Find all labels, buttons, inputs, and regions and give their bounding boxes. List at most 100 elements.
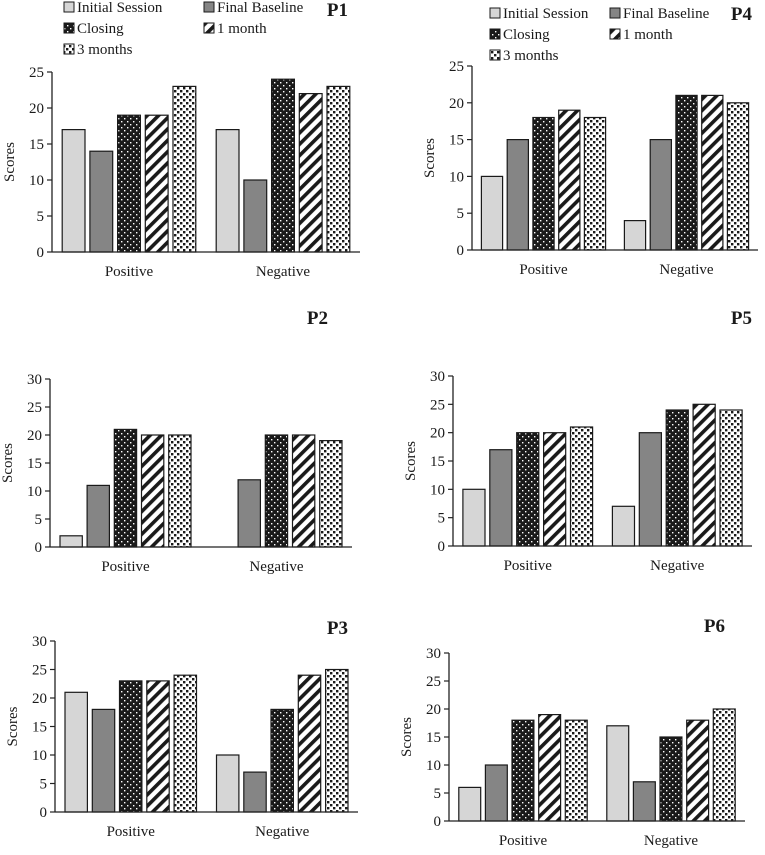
y-tick-label: 10 — [449, 169, 464, 185]
bar-p4-positive-final-baseline — [506, 139, 529, 251]
chart-title-p6: P6 — [704, 616, 725, 637]
legend-swatch-1-month — [609, 28, 621, 40]
bar-p4-positive-initial-session — [480, 175, 504, 251]
bar-p3-positive-3-months — [173, 674, 198, 813]
panel-p2: P2 Scores Positive Negative 0 5 10 15 20 25 30 — [0, 300, 380, 595]
y-tick-label: 0 — [35, 540, 43, 556]
y-tick-label: 10 — [430, 482, 445, 498]
chart-title-p5: P5 — [731, 308, 752, 329]
bar-p2-negative-closing — [264, 434, 289, 548]
y-tick-label: 10 — [426, 758, 441, 774]
bar-p1-negative-final-baseline — [243, 179, 268, 253]
y-tick-label: 10 — [32, 748, 47, 764]
y-tick-label: 20 — [32, 691, 47, 707]
x-tick-label-negative: Negative — [249, 559, 303, 575]
legend-label-closing: Closing — [77, 21, 124, 37]
y-tick-label: 30 — [430, 369, 445, 385]
x-tick-label-negative: Negative — [256, 264, 310, 280]
bar-p5-positive-1-month — [543, 432, 567, 547]
legend-swatch-closing — [489, 28, 501, 40]
chart-title-p1: P1 — [327, 0, 348, 21]
y-tick-label: 30 — [27, 372, 42, 388]
panel-p4: P4 Initial Session Final Baseline Closing 1 … — [380, 0, 765, 295]
bar-p1-positive-3-months — [172, 85, 197, 253]
bar-p4-positive-closing — [532, 116, 555, 251]
bar-p5-negative-3-months — [719, 409, 743, 547]
y-tick-label: 5 — [434, 786, 442, 802]
bar-p5-negative-1-month — [692, 403, 716, 547]
y-tick-label: 5 — [438, 511, 446, 527]
bar-p2-negative-final-baseline — [237, 479, 262, 548]
bar-p6-positive-3-months — [564, 719, 588, 822]
y-tick-label: 0 — [438, 539, 446, 555]
bar-p5-positive-closing — [516, 432, 540, 547]
x-tick-label-positive: Positive — [499, 833, 548, 849]
y-axis-label-p3: Scores — [5, 706, 21, 746]
bar-p2-negative-1-month — [291, 434, 316, 548]
bar-p1-positive-final-baseline — [89, 150, 114, 253]
x-tick-label-negative: Negative — [644, 833, 698, 849]
legend-p4: Initial Session Final Baseline Closing 1 mo… — [489, 6, 710, 64]
bar-p1-negative-1-month — [298, 92, 323, 253]
y-tick-label: 20 — [430, 426, 445, 442]
y-tick-label: 25 — [430, 397, 445, 413]
bar-p4-negative-initial-session — [623, 220, 647, 251]
chart-p6: P6 Scores Positive Negative 0 5 10 15 20 25 30 — [399, 616, 745, 849]
y-tick-label: 15 — [430, 454, 445, 470]
bar-p1-negative-closing — [271, 78, 296, 253]
bar-p2-positive-initial-session — [59, 535, 83, 548]
y-tick-label: 25 — [32, 663, 47, 679]
chart-p3: P3 Scores Positive Negative 0 5 10 15 20 25 30 — [5, 618, 358, 840]
bar-p4-negative-3-months — [726, 102, 750, 251]
chart-p2: P2 Scores Positive Negative 0 5 10 15 20 25 30 — [0, 308, 352, 575]
bar-p6-positive-initial-session — [458, 786, 482, 822]
legend-label-final-baseline: Final Baseline — [623, 6, 710, 22]
x-tick-label-positive: Positive — [519, 262, 568, 278]
bar-p4-positive-1-month — [558, 109, 581, 251]
legend-swatch-1-month — [203, 22, 215, 34]
legend-swatch-final-baseline — [609, 7, 621, 19]
y-tick-label: 0 — [434, 814, 442, 830]
x-tick-label-positive: Positive — [101, 559, 150, 575]
bar-p3-positive-closing — [118, 680, 143, 813]
y-tick-label: 10 — [29, 173, 44, 189]
y-tick-label: 15 — [449, 133, 464, 149]
bar-p3-positive-final-baseline — [91, 708, 116, 813]
x-tick-label-positive: Positive — [504, 558, 553, 574]
bar-p3-negative-final-baseline — [243, 771, 267, 813]
bar-p4-positive-3-months — [583, 116, 607, 251]
panel-p5: P5 Scores Positive Negative 0 5 10 15 20 25 30 — [380, 300, 765, 595]
chart-p4: P4 Initial Session Final Baseline Closing 1 … — [422, 4, 758, 278]
bar-p4-negative-1-month — [701, 94, 724, 251]
y-tick-label: 20 — [449, 96, 464, 112]
x-tick-label-negative: Negative — [659, 262, 713, 278]
bar-p6-positive-closing — [511, 719, 535, 822]
bar-p6-positive-final-baseline — [484, 764, 508, 822]
legend-p1: Initial Session Final Baseline Closing 1 mo… — [63, 0, 304, 58]
legend-swatch-closing — [63, 22, 75, 34]
y-tick-label: 20 — [426, 702, 441, 718]
x-tick-label-negative: Negative — [255, 824, 309, 840]
x-tick-label-positive: Positive — [105, 264, 154, 280]
y-tick-label: 25 — [29, 65, 44, 81]
legend-swatch-3-months — [489, 49, 501, 61]
legend-label-1-month: 1 month — [217, 21, 267, 37]
legend-label-initial-session: Initial Session — [503, 6, 589, 22]
y-tick-label: 0 — [457, 243, 465, 259]
chart-title-p2: P2 — [307, 308, 328, 329]
bar-p2-positive-final-baseline — [86, 484, 110, 548]
bar-p3-negative-3-months — [325, 668, 349, 813]
chart-title-p4: P4 — [731, 4, 753, 25]
legend-swatch-initial-session — [63, 1, 75, 13]
y-tick-label: 30 — [426, 646, 441, 662]
panel-p1: P1 Initial Session Final Baseline Closing 1 … — [0, 0, 380, 295]
bar-p3-negative-closing — [270, 708, 294, 813]
bar-p2-positive-3-months — [168, 434, 192, 548]
legend-label-3-months: 3 months — [503, 48, 559, 64]
bar-p5-positive-3-months — [569, 426, 594, 547]
bar-p6-positive-1-month — [538, 713, 562, 822]
bar-p6-negative-3-months — [712, 708, 736, 822]
y-axis-label-p4: Scores — [422, 138, 438, 178]
y-tick-label: 5 — [457, 206, 465, 222]
legend-label-initial-session: Initial Session — [77, 0, 163, 16]
